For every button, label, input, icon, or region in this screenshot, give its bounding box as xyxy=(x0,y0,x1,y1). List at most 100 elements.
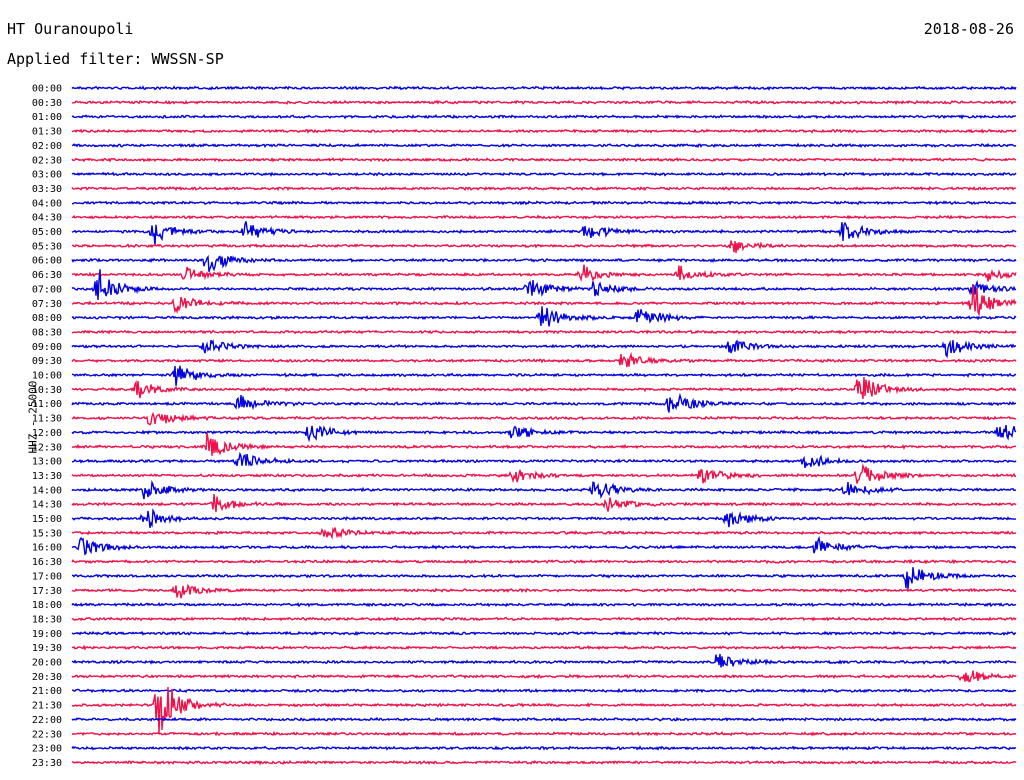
row-time-label: 08:30 xyxy=(32,327,62,338)
trace-row xyxy=(71,670,1017,683)
trace-row xyxy=(71,759,1017,766)
trace-row xyxy=(71,479,1017,500)
row-time-label: 20:00 xyxy=(32,658,62,669)
row-time-label: 13:00 xyxy=(32,457,62,468)
trace-row xyxy=(72,128,1017,134)
row-time-label: 20:30 xyxy=(32,672,62,683)
row-time-label: 15:30 xyxy=(32,528,62,539)
trace-row xyxy=(71,616,1017,622)
row-time-label: 14:00 xyxy=(32,485,62,496)
row-time-label: 07:00 xyxy=(32,284,62,295)
trace-row xyxy=(71,254,1017,272)
trace-row xyxy=(71,269,1017,301)
row-time-label: 17:30 xyxy=(32,586,62,597)
trace-row xyxy=(71,171,1017,178)
trace-row xyxy=(71,157,1017,163)
trace-row xyxy=(71,114,1017,120)
row-time-label: 21:00 xyxy=(32,686,62,697)
trace-row xyxy=(71,653,1017,668)
row-time-label: 00:30 xyxy=(32,98,62,109)
trace-row xyxy=(71,526,1017,540)
trace-row xyxy=(71,567,1017,589)
row-time-label: 11:30 xyxy=(32,414,62,425)
row-time-label: 09:30 xyxy=(32,356,62,367)
trace-row xyxy=(71,411,1017,426)
trace-row xyxy=(71,508,1017,528)
trace-row xyxy=(71,730,1017,737)
row-time-label: 07:30 xyxy=(32,299,62,310)
trace-row xyxy=(71,494,1017,513)
trace-row xyxy=(71,376,1017,400)
row-time-label: 12:00 xyxy=(32,428,62,439)
trace-row xyxy=(71,351,1017,368)
trace-row xyxy=(71,602,1017,608)
row-time-label: 22:00 xyxy=(32,715,62,726)
row-time-label: 02:00 xyxy=(32,141,62,152)
row-time-label: 12:30 xyxy=(32,442,62,453)
trace-row xyxy=(72,200,1017,206)
row-time-label: 06:00 xyxy=(32,256,62,267)
row-time-label: 05:00 xyxy=(32,227,62,238)
row-time-label: 02:30 xyxy=(32,155,62,166)
trace-row xyxy=(71,240,1017,253)
row-time-label: 11:00 xyxy=(32,399,62,410)
row-time-label: 00:00 xyxy=(32,84,62,95)
trace-row xyxy=(71,221,1017,245)
row-time-label: 16:30 xyxy=(32,557,62,568)
row-time-label: 04:00 xyxy=(32,198,62,209)
trace-row xyxy=(71,142,1017,149)
trace-row xyxy=(71,463,1017,484)
row-time-label: 16:00 xyxy=(32,543,62,554)
row-time-label: 18:30 xyxy=(32,614,62,625)
trace-row xyxy=(71,264,1017,283)
row-time-label: 04:30 xyxy=(32,213,62,224)
trace-row xyxy=(71,583,1017,599)
trace-row xyxy=(71,451,1017,469)
row-time-label: 10:00 xyxy=(32,371,62,382)
trace-row xyxy=(71,630,1017,637)
row-time-label: 10:30 xyxy=(32,385,62,396)
row-time-label: 13:30 xyxy=(32,471,62,482)
row-time-label: 08:00 xyxy=(32,313,62,324)
row-time-label: 06:30 xyxy=(32,270,62,281)
trace-row xyxy=(72,214,1017,220)
row-time-label: 03:00 xyxy=(32,170,62,181)
row-time-label: 03:30 xyxy=(32,184,62,195)
row-time-label: 21:30 xyxy=(32,701,62,712)
trace-row xyxy=(71,745,1017,751)
trace-row xyxy=(71,392,1017,413)
trace-row xyxy=(71,339,1017,358)
row-time-label: 19:30 xyxy=(32,643,62,654)
traces xyxy=(71,85,1017,766)
filter-label: Applied filter: WWSSN-SP xyxy=(7,50,224,68)
trace-row xyxy=(72,687,1017,694)
trace-row xyxy=(71,85,1017,91)
trace-row xyxy=(71,285,1017,317)
trace-row xyxy=(71,329,1017,335)
row-time-label: 14:30 xyxy=(32,500,62,511)
trace-row xyxy=(71,365,1017,386)
trace-row xyxy=(71,644,1017,651)
trace-row xyxy=(71,306,1017,327)
row-time-label: 18:00 xyxy=(32,600,62,611)
station-title: HT Ouranoupoli xyxy=(7,20,134,38)
row-time-label: 17:00 xyxy=(32,571,62,582)
trace-row xyxy=(71,535,1017,556)
row-time-label: 09:00 xyxy=(32,342,62,353)
recording-date: 2018-08-26 xyxy=(923,20,1014,38)
trace-row xyxy=(71,99,1017,106)
trace-row xyxy=(71,424,1017,443)
row-labels: 00:00 00:30 01:00 01:30 02:00 02:30 03:00 03:30… xyxy=(32,84,62,769)
trace-row xyxy=(71,432,1017,456)
row-time-label: 05:30 xyxy=(32,241,62,252)
row-time-label: 01:00 xyxy=(32,112,62,123)
row-time-label: 15:00 xyxy=(32,514,62,525)
row-time-label: 23:30 xyxy=(32,758,62,769)
trace-row xyxy=(71,558,1017,565)
trace-row xyxy=(71,686,1017,734)
row-time-label: 22:30 xyxy=(32,729,62,740)
trace-row xyxy=(71,185,1017,192)
row-time-label: 19:00 xyxy=(32,629,62,640)
trace-row xyxy=(71,716,1017,723)
